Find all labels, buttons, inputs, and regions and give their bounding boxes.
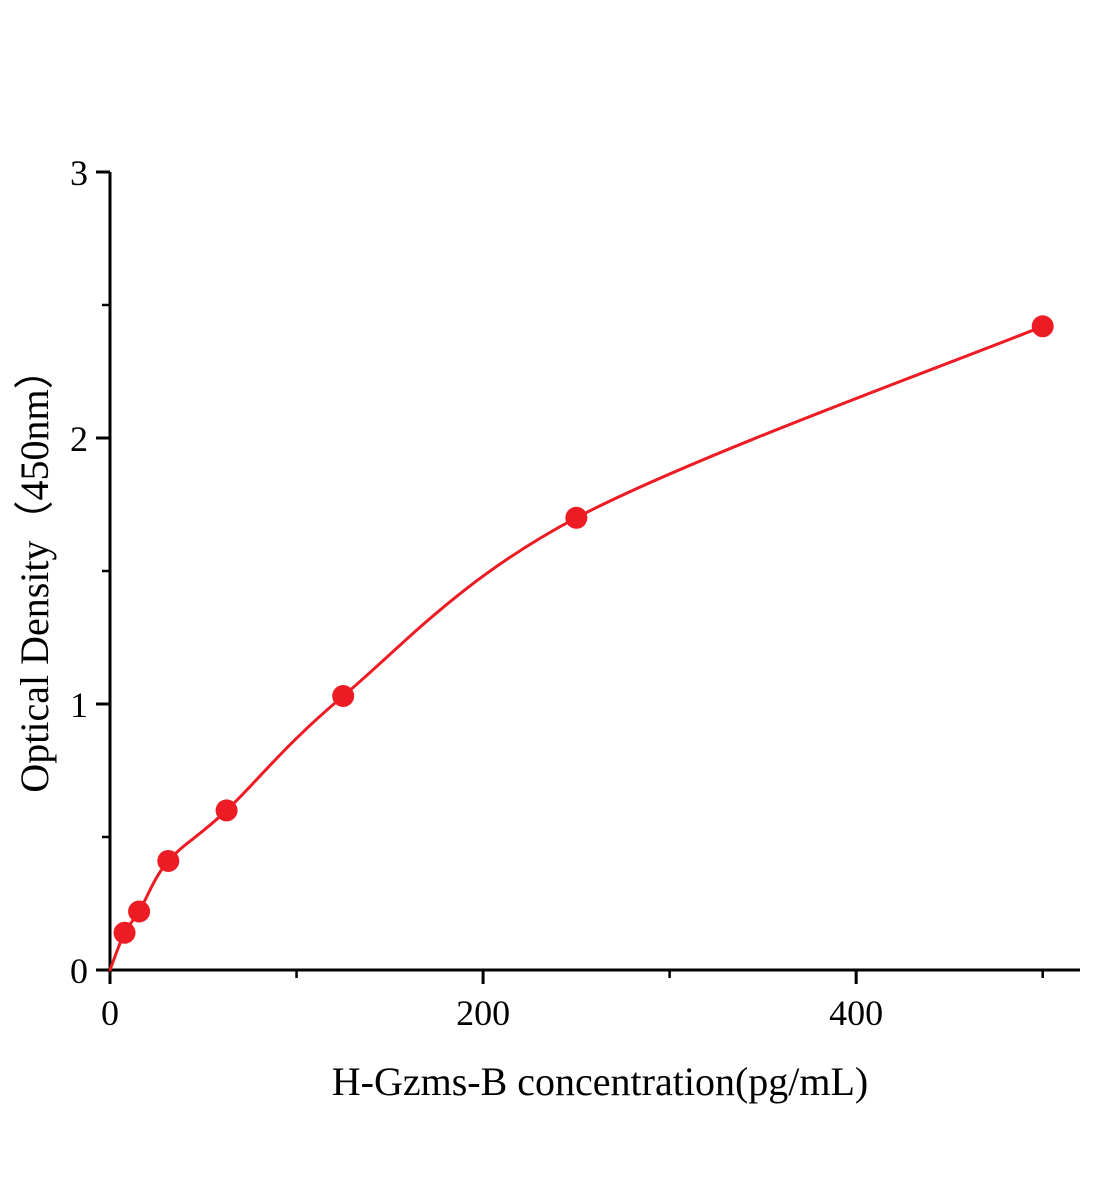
ticks-layer: 0 200 400 0 1 2 3	[70, 153, 1044, 1033]
y-tick-label: 3	[70, 153, 88, 193]
data-point-marker	[332, 685, 355, 708]
data-series-layer	[108, 315, 1054, 972]
axes-layer	[108, 172, 1080, 972]
x-tick-label: 400	[829, 993, 883, 1033]
data-point-marker	[215, 799, 238, 822]
y-tick-label: 0	[70, 951, 88, 991]
y-tick-label: 1	[70, 685, 88, 725]
x-axis-title: H-Gzms-B concentration(pg/mL)	[332, 1059, 869, 1104]
data-point-marker	[113, 921, 136, 944]
data-point-marker	[128, 900, 151, 923]
data-point-marker	[157, 849, 180, 872]
data-point-marker	[565, 506, 588, 529]
x-tick-label: 0	[101, 993, 119, 1033]
y-axis-title: Optical Density（450nm）	[12, 349, 57, 792]
y-tick-label: 2	[70, 419, 88, 459]
data-point-marker	[1031, 315, 1054, 338]
x-tick-label: 200	[456, 993, 510, 1033]
fit-curve	[108, 324, 1045, 972]
